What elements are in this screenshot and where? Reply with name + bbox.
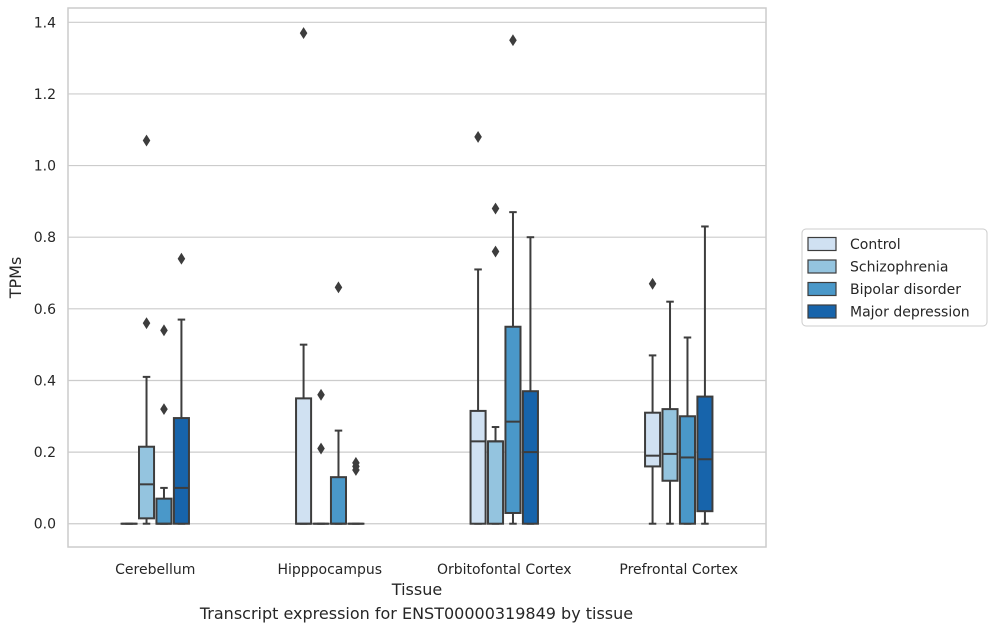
legend-swatch	[807, 281, 837, 297]
y-tick-labels: 0.0 0.2 0.4 0.6 0.8 1.0 1.2 1.4	[34, 15, 56, 532]
legend-swatch	[807, 236, 837, 252]
box-schizophrenia	[312, 388, 330, 525]
box-body	[172, 417, 190, 525]
outlier-point	[160, 324, 168, 337]
legend-swatch	[807, 304, 837, 319]
legend-label: Major depression	[850, 305, 970, 321]
legend-label: Bipolar disorder	[850, 282, 961, 298]
y-tick-label: 0.4	[34, 373, 56, 389]
box-body	[329, 476, 348, 525]
box-schizophrenia	[138, 134, 156, 525]
outlier-point	[160, 403, 168, 416]
outlier-point	[177, 252, 186, 265]
box-body	[138, 445, 156, 520]
box-major-depression	[696, 225, 714, 525]
box-body	[644, 411, 662, 468]
box-major-depression	[521, 236, 539, 525]
box-body	[661, 408, 679, 482]
y-tick-label: 0.0	[34, 517, 56, 533]
box-body	[521, 390, 539, 525]
plot-boxes	[120, 27, 714, 525]
outlier-point	[299, 27, 308, 39]
box-bipolar-disorder	[155, 324, 173, 525]
outlier-point	[491, 245, 500, 258]
box-control	[469, 131, 487, 525]
box-control	[295, 27, 313, 525]
outlier-point	[142, 134, 151, 147]
box-body	[295, 397, 313, 525]
legend-frame	[801, 228, 988, 327]
box-major-depression	[347, 456, 365, 525]
y-tick-label: 0.6	[34, 302, 56, 318]
box-bipolar-disorder	[678, 336, 697, 525]
x-axis-label: Tissue	[391, 580, 442, 599]
box-schizophrenia	[661, 300, 679, 525]
plot-frame	[67, 7, 767, 548]
x-tick-label: Prefrontal Cortex	[619, 562, 738, 578]
legend-swatch	[807, 259, 837, 274]
outlier-point	[491, 202, 500, 215]
y-tick-label: 1.4	[34, 15, 56, 31]
y-tick-label: 1.2	[34, 87, 56, 103]
figure-caption: Transcript expression for ENST0000031984…	[199, 604, 634, 623]
x-tick-label: Cerebellum	[115, 562, 195, 578]
x-tick-label: Orbitofontal Cortex	[437, 562, 572, 578]
box-body	[487, 440, 505, 525]
legend-label: Control	[850, 237, 901, 253]
outlier-point	[317, 442, 325, 455]
outlier-point	[352, 464, 360, 476]
y-tick-label: 0.2	[34, 445, 56, 461]
box-bipolar-disorder	[504, 34, 522, 525]
outlier-point	[142, 317, 151, 330]
box-body	[696, 395, 714, 513]
outlier-point	[474, 131, 482, 143]
box-control	[644, 277, 662, 525]
box-schizophrenia	[487, 202, 505, 525]
y-gridlines	[68, 21, 766, 525]
outlier-point	[334, 281, 343, 294]
legend-label: Schizophrenia	[850, 260, 948, 276]
outlier-point	[317, 388, 325, 401]
outlier-point	[509, 34, 517, 47]
box-bipolar-disorder	[329, 281, 348, 525]
x-tick-labels: Cerebellum Hipppocampus Orbitofontal Corte…	[115, 562, 738, 578]
box-major-depression	[172, 252, 190, 525]
box-body	[469, 409, 487, 525]
y-axis-label: TPMs	[6, 257, 25, 300]
box-body	[678, 415, 697, 525]
legend: Control Schizophrenia Bipolar disorder Majo…	[801, 228, 988, 327]
y-tick-label: 0.8	[34, 230, 56, 246]
box-body	[155, 497, 173, 525]
x-tick-label: Hipppocampus	[277, 562, 382, 578]
outlier-point	[648, 277, 657, 290]
box-body	[504, 325, 522, 514]
y-tick-label: 1.0	[34, 159, 56, 175]
